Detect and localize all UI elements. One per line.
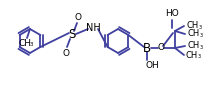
Text: 3: 3 <box>197 54 201 59</box>
Text: CH: CH <box>188 29 200 39</box>
Text: CH: CH <box>188 41 200 50</box>
Text: CH: CH <box>186 50 198 59</box>
Text: CH: CH <box>18 39 32 48</box>
Text: S: S <box>68 28 76 41</box>
Text: O: O <box>158 44 164 53</box>
Text: O: O <box>63 49 69 57</box>
Text: OH: OH <box>145 62 159 70</box>
Text: 3: 3 <box>200 45 203 50</box>
Text: NH: NH <box>86 23 100 33</box>
Text: 3: 3 <box>200 33 203 38</box>
Text: 3: 3 <box>198 25 202 30</box>
Text: CH: CH <box>187 22 199 31</box>
Text: HO: HO <box>165 8 179 18</box>
Text: 3: 3 <box>30 42 33 47</box>
Text: O: O <box>75 12 81 22</box>
Text: B: B <box>143 41 151 54</box>
